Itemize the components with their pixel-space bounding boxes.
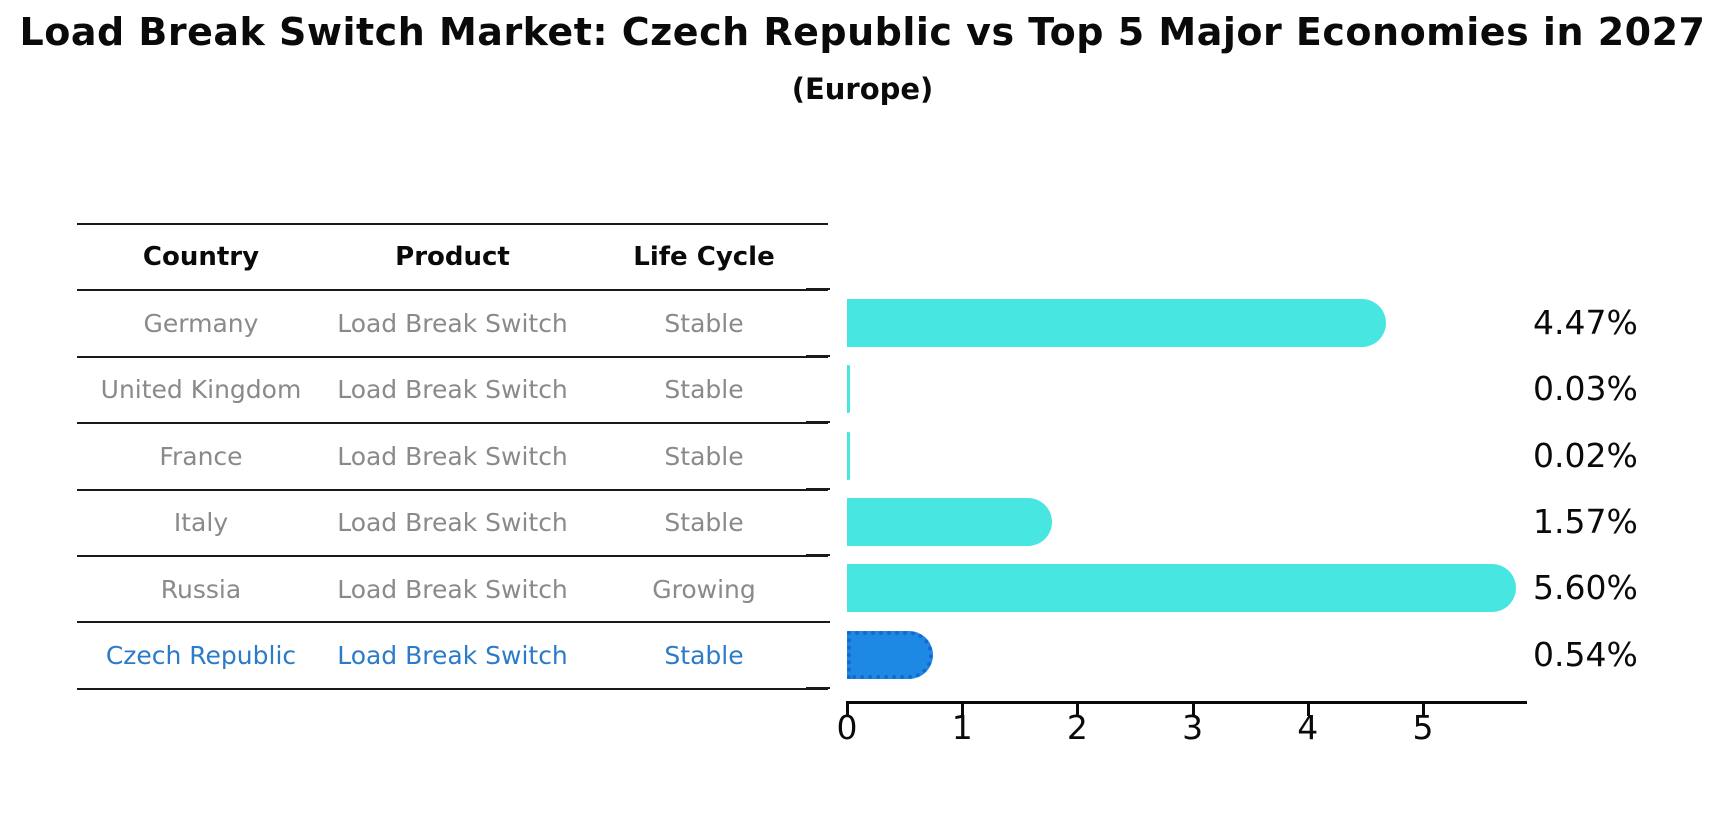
cell-product: Load Break Switch xyxy=(337,574,568,604)
bar-czech-republic xyxy=(847,630,934,679)
chart-title: Load Break Switch Market: Czech Republic… xyxy=(19,10,1706,54)
table-row: Italy Load Break Switch Stable xyxy=(77,488,828,555)
cell-country: Italy xyxy=(173,508,229,538)
cell-product: Load Break Switch xyxy=(337,641,568,671)
value-label: 0.02% xyxy=(1533,435,1638,475)
x-tick xyxy=(846,703,849,716)
x-tick-label: 5 xyxy=(1412,708,1434,747)
cell-product: Load Break Switch xyxy=(337,441,568,471)
value-label: 0.54% xyxy=(1533,634,1638,674)
table-header-row: Country Product Life Cycle xyxy=(77,223,828,289)
bar-russia xyxy=(847,564,1517,613)
column-header-life-cycle: Life Cycle xyxy=(633,242,775,273)
x-tick xyxy=(1191,703,1195,716)
bar-germany xyxy=(847,298,1386,347)
cell-life-cycle: Stable xyxy=(664,441,744,471)
y-tick xyxy=(806,620,830,623)
cell-country: Czech Republic xyxy=(105,641,297,671)
y-tick xyxy=(806,554,830,557)
chart-subtitle: (Europe) xyxy=(791,72,934,106)
x-tick-label: 3 xyxy=(1182,708,1204,747)
y-tick xyxy=(806,354,830,357)
table-row: France Load Break Switch Stable xyxy=(77,422,828,488)
y-tick xyxy=(806,421,830,424)
bar-united-kingdom xyxy=(847,365,851,414)
table-row: Russia Load Break Switch Growing xyxy=(77,554,828,621)
column-header-product: Product xyxy=(395,242,510,273)
y-tick xyxy=(806,687,830,689)
x-tick xyxy=(1306,703,1310,716)
value-label: 5.60% xyxy=(1533,568,1638,608)
value-label: 4.47% xyxy=(1533,302,1638,342)
cell-product: Load Break Switch xyxy=(337,375,568,405)
x-axis-line xyxy=(846,701,1527,704)
cell-country: Germany xyxy=(143,309,259,339)
cell-product: Load Break Switch xyxy=(337,508,568,538)
cell-country: France xyxy=(159,441,243,471)
y-tick xyxy=(806,487,830,490)
x-tick xyxy=(961,703,965,716)
table-row: United Kingdom Load Break Switch Stable xyxy=(77,355,828,422)
cell-life-cycle: Stable xyxy=(664,375,744,405)
x-tick xyxy=(1076,703,1080,716)
cell-country: Russia xyxy=(160,574,242,604)
bar-france xyxy=(847,431,850,480)
value-label: 1.57% xyxy=(1533,501,1638,541)
table-row: Germany Load Break Switch Stable xyxy=(77,289,828,355)
cell-life-cycle: Stable xyxy=(664,641,744,671)
column-header-country: Country xyxy=(142,242,260,273)
x-tick-label: 0 xyxy=(836,708,858,747)
bar-italy xyxy=(847,497,1052,546)
cell-country: United Kingdom xyxy=(100,375,302,405)
cell-life-cycle: Stable xyxy=(664,309,744,339)
x-tick xyxy=(1422,703,1425,716)
value-label: 0.03% xyxy=(1533,369,1638,409)
x-tick-label: 4 xyxy=(1297,708,1319,747)
cell-product: Load Break Switch xyxy=(337,309,568,339)
cell-life-cycle: Stable xyxy=(664,508,744,538)
table-row-highlighted: Czech Republic Load Break Switch Stable xyxy=(77,621,828,687)
country-table: Country Product Life Cycle Germany Load … xyxy=(77,223,828,690)
y-tick xyxy=(806,288,830,291)
cell-life-cycle: Growing xyxy=(652,574,756,604)
x-tick-label: 2 xyxy=(1066,708,1088,747)
x-tick-label: 1 xyxy=(951,708,973,747)
